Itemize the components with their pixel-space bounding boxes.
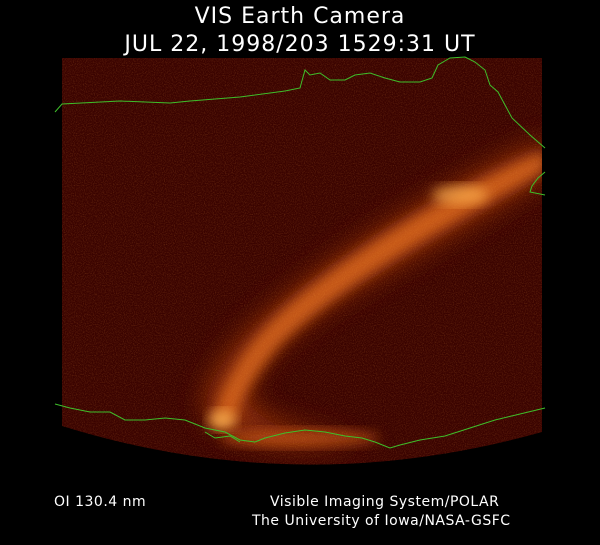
credit-instrument: Visible Imaging System/POLAR [270,494,500,510]
coastline-inlet [204,431,241,443]
coastline-overlay [54,56,546,449]
coastline-east [529,171,546,196]
coastline-south [54,403,546,449]
credit-institution: The University of Iowa/NASA-GSFC [252,513,511,529]
image-title: VIS Earth Camera [194,4,406,29]
image-timestamp: JUL 22, 1998/203 1529:31 UT [124,32,476,57]
filter-wavelength-label: OI 130.4 nm [54,494,147,510]
coastline-north [54,56,546,149]
